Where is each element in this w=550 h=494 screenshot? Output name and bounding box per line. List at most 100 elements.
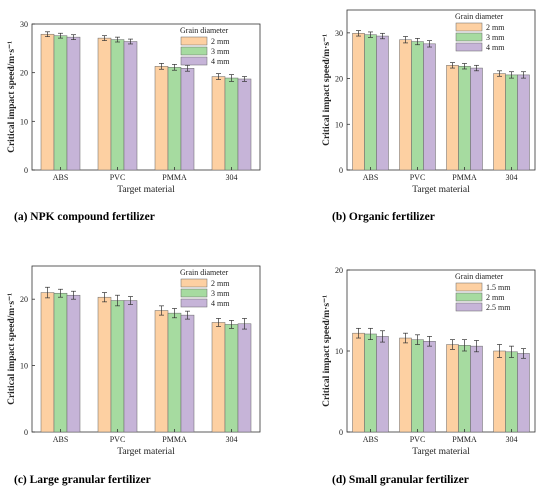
legend-swatch <box>455 292 483 302</box>
y-tick-label: 0 <box>24 428 28 437</box>
legend-entry: 4 mm <box>211 57 230 66</box>
bar <box>470 67 483 171</box>
bar <box>180 314 195 433</box>
x-tick-label: PMMA <box>162 173 187 182</box>
y-tick-label: 0 <box>339 428 343 437</box>
bar <box>97 296 112 433</box>
x-tick-label: PVC <box>110 435 126 444</box>
x-tick-label: PMMA <box>452 173 477 182</box>
bar <box>493 350 506 433</box>
x-tick-label: PVC <box>410 435 426 444</box>
bar <box>123 41 138 171</box>
x-tick-label: 304 <box>226 173 238 182</box>
x-tick-label: 304 <box>506 173 518 182</box>
y-tick-label: 30 <box>335 29 343 38</box>
bar <box>167 312 182 433</box>
y-axis-title: Critical impact speed/m·s⁻¹ <box>322 34 332 146</box>
bar <box>458 65 471 171</box>
legend-title: Grain diameter <box>455 12 504 21</box>
legend-title: Grain diameter <box>455 272 504 281</box>
legend-title: Grain diameter <box>180 26 229 35</box>
y-tick-label: 10 <box>335 347 343 356</box>
legend-swatch <box>180 298 208 308</box>
x-tick-label: ABS <box>53 173 69 182</box>
legend-swatch <box>455 302 483 312</box>
bar <box>411 41 424 171</box>
bar <box>423 341 436 433</box>
x-tick-label: PMMA <box>452 435 477 444</box>
x-axis-title: Target material <box>117 447 175 457</box>
bar <box>423 43 436 171</box>
y-tick-label: 20 <box>20 69 28 78</box>
legend-entry: 2 mm <box>486 23 505 32</box>
panel-caption: (b) Organic fertilizer <box>332 211 435 223</box>
legend-entry: 2 mm <box>486 293 505 302</box>
bar <box>123 300 138 433</box>
bar <box>110 300 125 433</box>
panel-caption: (c) Large granular fertilizer <box>14 474 151 486</box>
legend-title: Grain diameter <box>180 268 229 277</box>
legend-swatch <box>455 42 483 52</box>
y-tick-label: 20 <box>20 295 28 304</box>
bar <box>446 344 459 433</box>
bar <box>53 292 68 433</box>
legend-swatch <box>180 56 208 66</box>
bar <box>517 353 530 433</box>
y-tick-label: 10 <box>20 362 28 371</box>
plot-frame <box>31 23 261 171</box>
y-tick-label: 0 <box>339 166 343 175</box>
x-axis-title: Target material <box>412 447 470 457</box>
legend-entry: 3 mm <box>486 33 505 42</box>
legend-entry: 4 mm <box>211 299 230 308</box>
bar <box>97 37 112 171</box>
bar <box>376 35 389 171</box>
bar <box>237 78 252 171</box>
bar <box>110 39 125 171</box>
bar <box>364 333 377 433</box>
y-tick-label: 20 <box>335 266 343 275</box>
bar <box>505 351 518 433</box>
y-tick-label: 20 <box>335 75 343 84</box>
x-axis-title: Target material <box>117 185 175 195</box>
y-tick-label: 30 <box>20 20 28 29</box>
x-tick-label: 304 <box>226 435 238 444</box>
bar <box>154 66 169 171</box>
plot-frame <box>346 9 536 171</box>
bar <box>40 33 55 171</box>
bar <box>399 39 412 171</box>
bar <box>211 322 226 433</box>
bar <box>493 73 506 171</box>
chart-panel-d: 0 10 20 ABS PVC PMMA 304 Target material Critica… <box>322 266 536 486</box>
bar <box>470 345 483 433</box>
legend-swatch <box>180 36 208 46</box>
bar <box>505 74 518 171</box>
x-tick-label: 304 <box>506 435 518 444</box>
x-tick-label: ABS <box>363 435 379 444</box>
legend-swatch <box>455 282 483 292</box>
legend-entry: 3 mm <box>211 289 230 298</box>
bar <box>237 323 252 433</box>
bar <box>458 345 471 433</box>
plot-frame <box>31 265 261 433</box>
y-tick-label: 10 <box>335 120 343 129</box>
y-axis-title: Critical impact speed/m·s⁻¹ <box>322 295 332 407</box>
bar <box>224 324 239 433</box>
chart-panel-b: 0 10 20 30 ABS PVC PMMA 304 Target material Criti… <box>322 9 536 223</box>
bar <box>352 33 365 171</box>
y-tick-label: 0 <box>24 166 28 175</box>
bar <box>211 76 226 171</box>
chart-panel-c: 0 10 20 ABS PVC PMMA 304 Target material Critica… <box>7 265 261 486</box>
x-tick-label: PVC <box>410 173 426 182</box>
chart-panel-a: 0 10 20 30 ABS PVC PMMA 304 Target material Criti… <box>7 20 261 223</box>
panel-caption: (a) NPK compound fertilizer <box>14 211 155 223</box>
x-tick-label: PVC <box>110 173 126 182</box>
x-tick-label: ABS <box>363 173 379 182</box>
legend-entry: 2 mm <box>211 279 230 288</box>
bar <box>66 36 81 171</box>
y-tick-label: 10 <box>20 117 28 126</box>
legend-entry: 3 mm <box>211 47 230 56</box>
bar <box>411 339 424 433</box>
bar <box>399 337 412 433</box>
legend-swatch <box>180 46 208 56</box>
